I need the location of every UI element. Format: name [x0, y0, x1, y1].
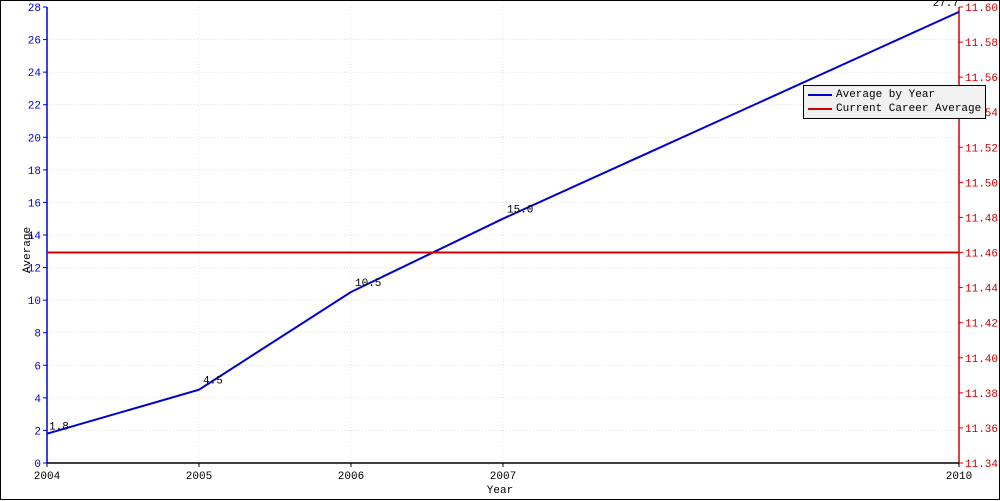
- svg-text:28: 28: [28, 3, 41, 15]
- legend-swatch: [808, 94, 832, 96]
- svg-text:1.8: 1.8: [49, 422, 69, 434]
- legend-item: Current Career Average: [808, 102, 981, 116]
- chart-container: 024681012141618202224262811.3411.3611.38…: [0, 0, 1000, 500]
- svg-text:22: 22: [28, 101, 41, 113]
- svg-text:11.36: 11.36: [965, 424, 998, 436]
- legend-label: Average by Year: [836, 89, 935, 101]
- svg-text:10.5: 10.5: [355, 278, 381, 290]
- svg-text:11.34: 11.34: [965, 459, 998, 471]
- svg-text:27.7: 27.7: [933, 1, 959, 10]
- svg-text:4.5: 4.5: [203, 376, 223, 388]
- svg-text:4: 4: [34, 394, 41, 406]
- legend-swatch: [808, 108, 832, 110]
- svg-text:0: 0: [34, 459, 41, 471]
- svg-text:11.38: 11.38: [965, 389, 998, 401]
- svg-text:10: 10: [28, 296, 41, 308]
- svg-text:26: 26: [28, 36, 41, 48]
- svg-text:11.58: 11.58: [965, 38, 998, 50]
- svg-text:2005: 2005: [186, 471, 212, 483]
- svg-text:11.44: 11.44: [965, 284, 998, 296]
- svg-text:2010: 2010: [946, 471, 972, 483]
- svg-text:15.0: 15.0: [507, 205, 533, 217]
- svg-text:16: 16: [28, 198, 41, 210]
- svg-text:8: 8: [34, 329, 41, 341]
- svg-text:2007: 2007: [490, 471, 516, 483]
- legend-label: Current Career Average: [836, 103, 981, 115]
- svg-text:11.42: 11.42: [965, 319, 998, 331]
- y-left-axis-label: Average: [22, 227, 34, 273]
- x-axis-label: Year: [487, 485, 513, 497]
- svg-text:24: 24: [28, 68, 42, 80]
- svg-text:2004: 2004: [34, 471, 61, 483]
- legend: Average by Year Current Career Average: [803, 85, 986, 119]
- svg-text:11.60: 11.60: [965, 3, 998, 15]
- svg-text:6: 6: [34, 361, 41, 373]
- svg-text:20: 20: [28, 133, 41, 145]
- svg-text:11.46: 11.46: [965, 249, 998, 261]
- svg-text:11.50: 11.50: [965, 178, 998, 190]
- svg-text:2: 2: [34, 426, 41, 438]
- svg-text:11.56: 11.56: [965, 73, 998, 85]
- svg-text:2006: 2006: [338, 471, 364, 483]
- svg-text:18: 18: [28, 166, 41, 178]
- legend-item: Average by Year: [808, 88, 981, 102]
- svg-text:11.52: 11.52: [965, 143, 998, 155]
- svg-text:11.48: 11.48: [965, 213, 998, 225]
- chart-svg: 024681012141618202224262811.3411.3611.38…: [1, 1, 1000, 501]
- svg-text:11.40: 11.40: [965, 354, 998, 366]
